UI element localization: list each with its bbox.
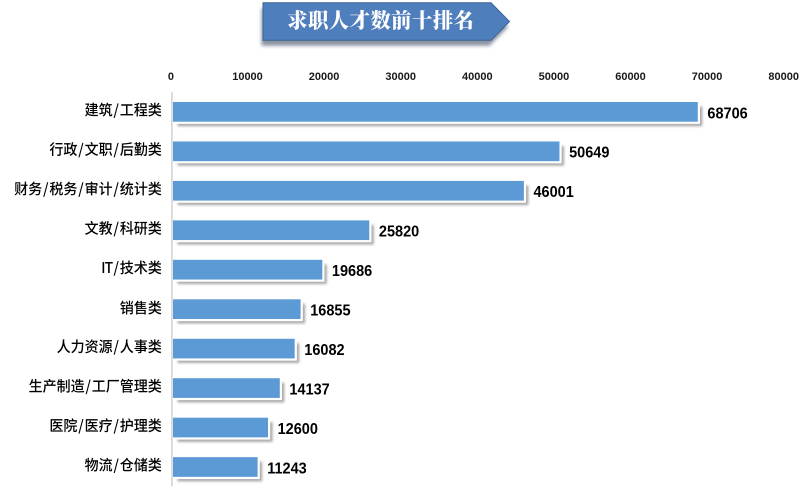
svg-text:19686: 19686 bbox=[332, 263, 372, 281]
svg-text:12600: 12600 bbox=[278, 420, 318, 438]
svg-text:68706: 68706 bbox=[707, 105, 747, 123]
svg-text:11243: 11243 bbox=[267, 460, 307, 478]
svg-text:70000: 70000 bbox=[692, 71, 723, 83]
svg-text:30000: 30000 bbox=[385, 71, 416, 83]
svg-text:50000: 50000 bbox=[539, 71, 570, 83]
svg-text:0: 0 bbox=[168, 71, 174, 83]
svg-text:40000: 40000 bbox=[462, 71, 493, 83]
svg-text:20000: 20000 bbox=[309, 71, 340, 83]
svg-text:50649: 50649 bbox=[569, 144, 609, 162]
svg-text:10000: 10000 bbox=[232, 71, 263, 83]
svg-text:25820: 25820 bbox=[379, 223, 419, 241]
svg-text:80000: 80000 bbox=[768, 71, 799, 83]
svg-text:46001: 46001 bbox=[534, 184, 574, 202]
svg-text:14137: 14137 bbox=[289, 381, 329, 399]
svg-text:16082: 16082 bbox=[304, 342, 344, 360]
svg-text:16855: 16855 bbox=[310, 302, 350, 320]
svg-text:60000: 60000 bbox=[615, 71, 646, 83]
